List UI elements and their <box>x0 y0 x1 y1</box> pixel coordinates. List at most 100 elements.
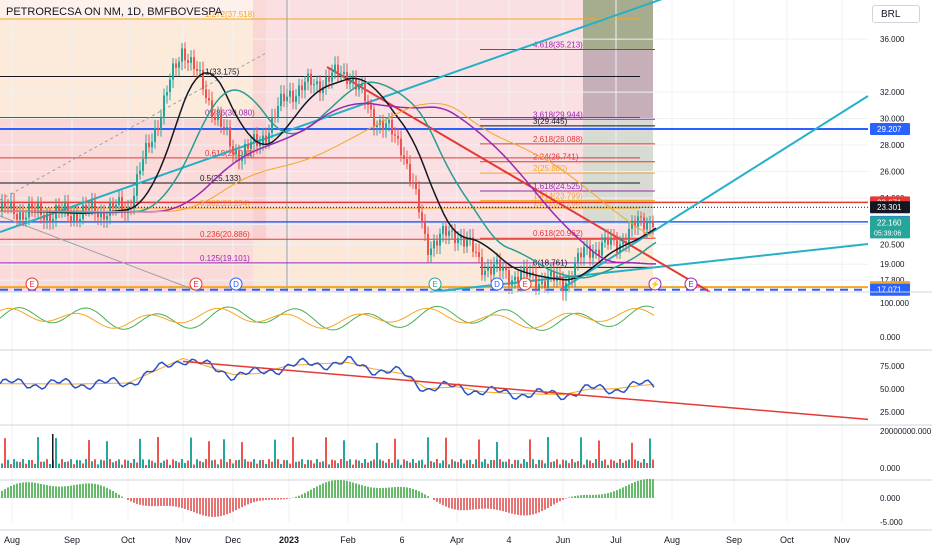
macd-bar <box>484 498 486 509</box>
macd-bar <box>43 485 45 498</box>
candle-body <box>217 115 219 120</box>
candle-body <box>415 184 417 189</box>
macd-bar <box>307 491 309 498</box>
volume-bar <box>226 462 228 468</box>
volume-bar <box>70 459 72 468</box>
macd-bar <box>391 487 393 498</box>
volume-bar <box>163 461 165 468</box>
candle-body <box>616 240 618 253</box>
candle-body <box>91 201 93 209</box>
macd-bar <box>136 498 138 504</box>
macd-bar <box>352 483 354 498</box>
volume-bar <box>613 461 615 468</box>
macd-bar <box>76 485 78 498</box>
macd-bar <box>58 487 60 498</box>
macd-bar <box>67 486 69 498</box>
volume-bar <box>394 439 396 468</box>
volume-bar <box>442 460 444 468</box>
volume-bar <box>625 461 627 468</box>
macd-bar <box>226 498 228 514</box>
volume-bar <box>175 461 177 468</box>
candle-body <box>514 277 516 281</box>
rsi-axis-label: 75.000 <box>880 362 905 371</box>
macd-bar <box>421 493 423 498</box>
candle-body <box>457 238 459 243</box>
volume-bar <box>568 463 570 468</box>
candle-body <box>388 120 390 124</box>
volume-bar <box>196 459 198 468</box>
candle-body <box>451 231 453 232</box>
volume-bar <box>367 463 369 468</box>
macd-bar <box>115 493 117 498</box>
volume-bar <box>202 462 204 468</box>
volume-bar <box>229 459 231 468</box>
candle-body <box>436 241 438 246</box>
macd-bar <box>469 498 471 510</box>
volume-bar <box>160 463 162 468</box>
candle-body <box>226 127 228 128</box>
volume-bar <box>457 462 459 468</box>
volume-bar <box>64 462 66 468</box>
macd-bar <box>1 491 3 498</box>
volume-bar <box>313 463 315 468</box>
macd-bar <box>82 484 84 498</box>
volume-bar <box>607 465 609 468</box>
volume-bar <box>214 460 216 468</box>
volume-bar <box>55 438 57 468</box>
candle-body <box>508 270 510 285</box>
macd-bar <box>346 481 348 498</box>
volume-bar <box>106 441 108 468</box>
macd-bar <box>379 488 381 498</box>
volume-bar <box>343 440 345 468</box>
candle-body <box>643 217 645 229</box>
volume-bar <box>469 460 471 468</box>
volume-bar <box>43 462 45 468</box>
macd-bar <box>370 487 372 498</box>
macd-bar <box>331 481 333 498</box>
candle-body <box>121 197 123 210</box>
macd-bar <box>592 495 594 498</box>
macd-bar <box>130 498 132 501</box>
volume-bar <box>307 460 309 468</box>
candle-body <box>235 150 237 154</box>
candle-body <box>232 146 234 154</box>
volume-bar <box>406 461 408 468</box>
event-marker-label: E <box>522 280 527 289</box>
oscillator-line <box>0 308 654 328</box>
volume-bar <box>622 463 624 468</box>
price-tag-label: 22.160 <box>877 218 902 227</box>
volume-bar <box>358 461 360 468</box>
volume-bar <box>502 462 504 468</box>
volume-bar <box>391 463 393 468</box>
candle-body <box>544 281 546 288</box>
volume-bar <box>298 461 300 468</box>
candle-body <box>73 214 75 221</box>
macd-bar <box>517 498 519 515</box>
macd-bar <box>88 483 90 498</box>
candle-body <box>511 280 513 285</box>
volume-bar <box>94 459 96 468</box>
time-axis-label: Jul <box>610 535 622 545</box>
candle-body <box>292 91 294 102</box>
currency-selector-button[interactable]: BRL <box>872 5 920 23</box>
event-marker-label: E <box>29 280 34 289</box>
candle-body <box>337 65 339 76</box>
volume-bar <box>523 459 525 468</box>
volume-bar <box>532 459 534 468</box>
volume-bar <box>544 463 546 468</box>
macd-bar <box>538 498 540 512</box>
candle-body <box>364 84 366 101</box>
volume-bar <box>82 463 84 468</box>
macd-bar <box>175 498 177 507</box>
candle-body <box>223 127 225 128</box>
volume-bar <box>40 462 42 468</box>
candle-body <box>172 63 174 79</box>
candle-body <box>328 77 330 82</box>
macd-bar <box>358 484 360 498</box>
macd-bar <box>52 486 54 498</box>
macd-bar <box>457 498 459 510</box>
candle-body <box>538 284 540 289</box>
candle-body <box>286 97 288 101</box>
candle-body <box>580 253 582 257</box>
